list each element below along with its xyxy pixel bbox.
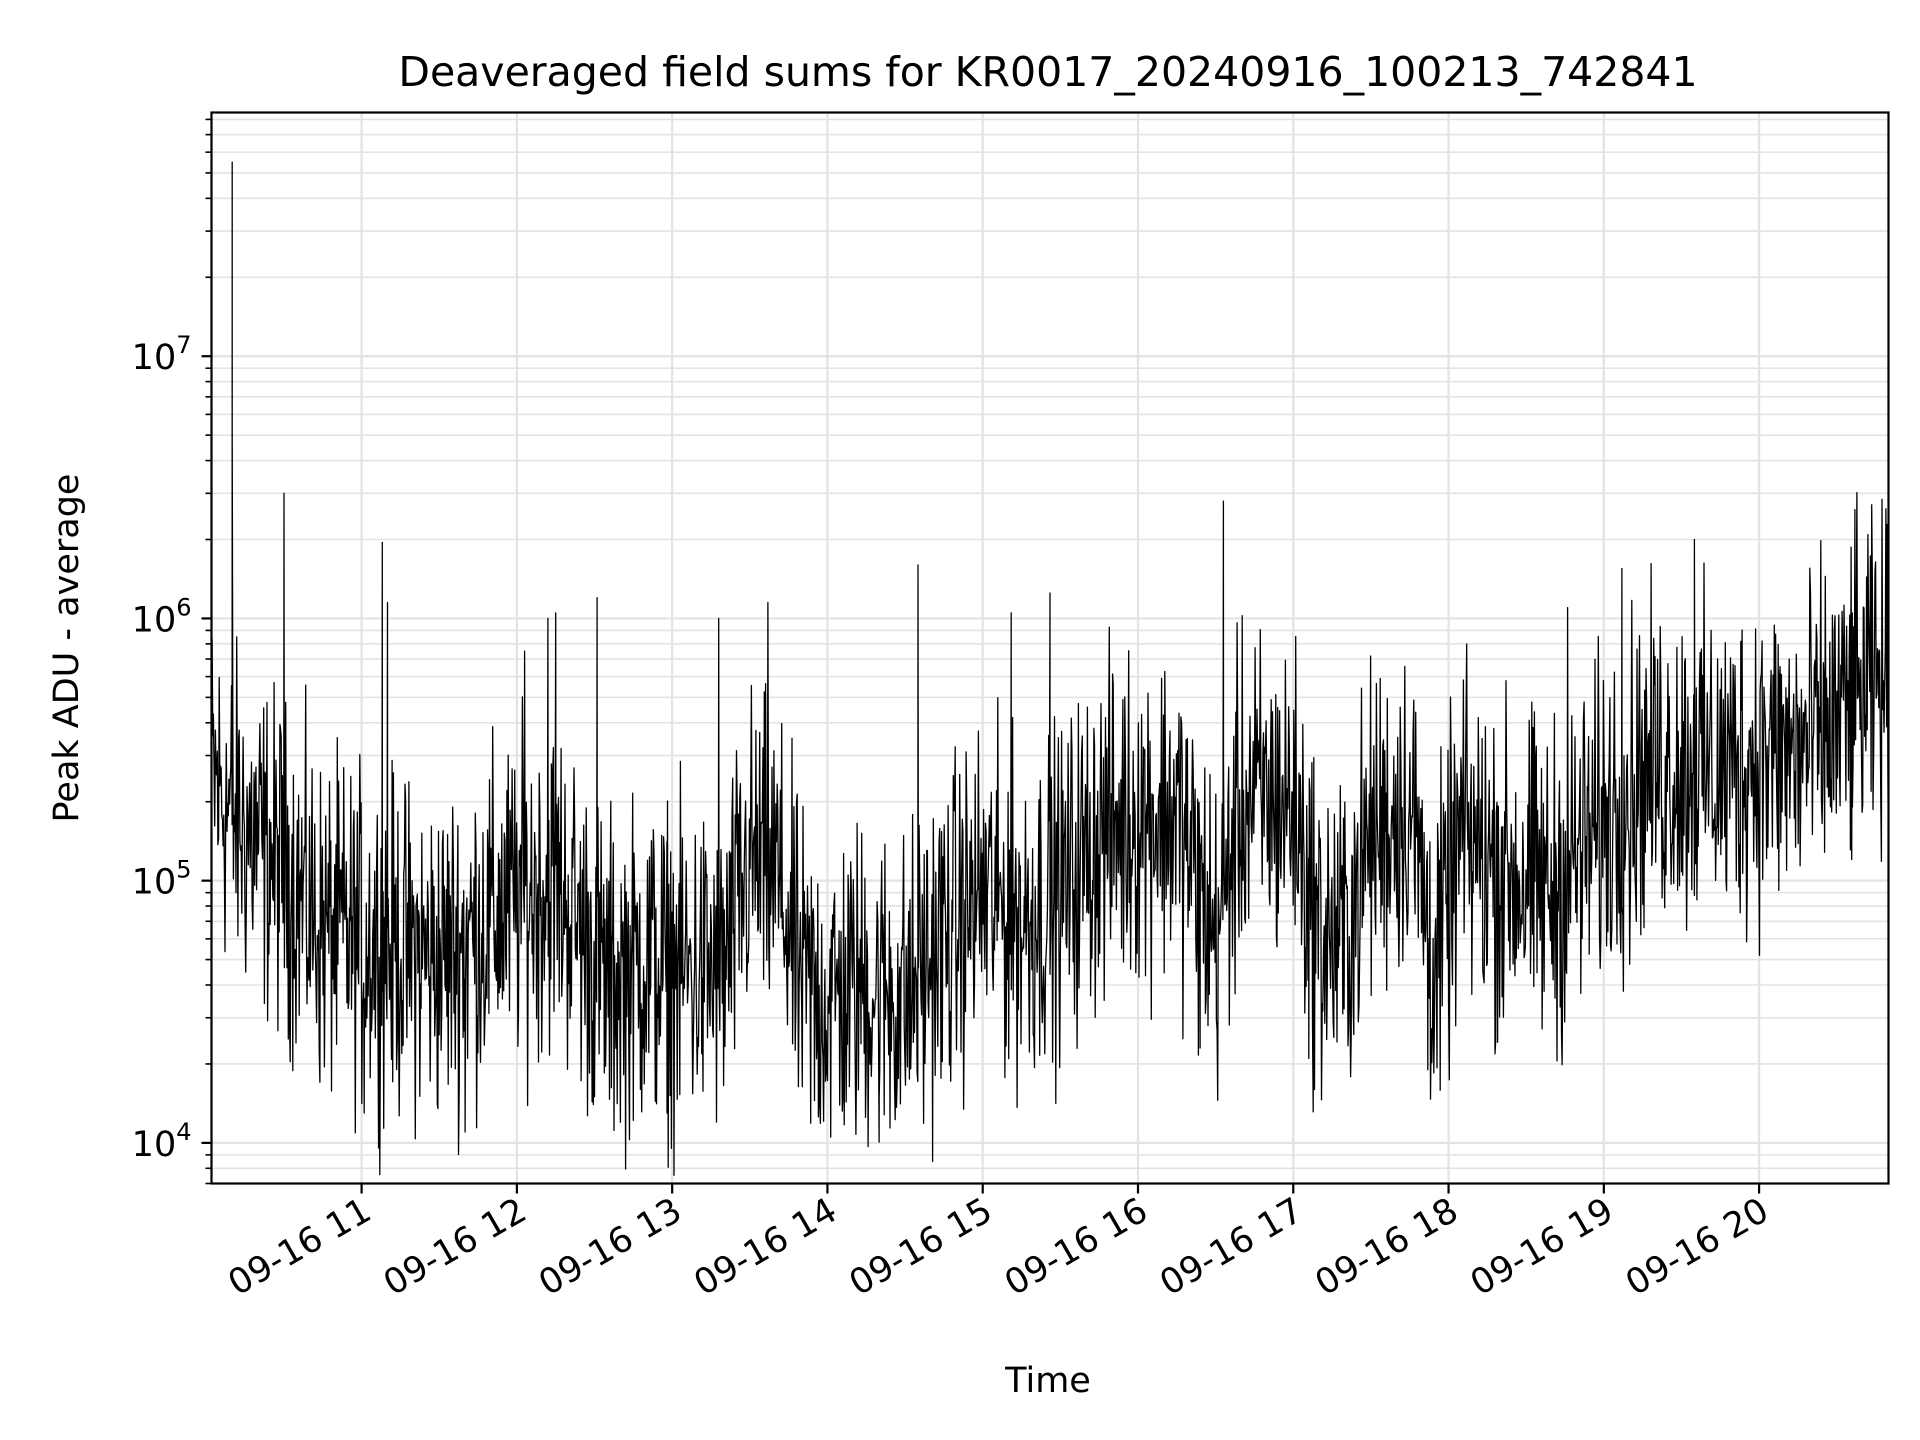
y-tick-label: 104 — [132, 1118, 192, 1165]
y-axis-ticks: 104 105 106 107 — [132, 118, 212, 1185]
x-axis-label: Time — [1004, 1361, 1091, 1401]
y-tick-label: 106 — [132, 593, 192, 640]
plot-frame — [210, 111, 1890, 1185]
chart-title: Deaveraged field sums for KR0017_2024091… — [398, 48, 1697, 96]
y-axis-label: Peak ADU - average — [47, 474, 87, 823]
x-tick-label: 09-16 11 — [222, 1191, 378, 1304]
x-tick-label: 09-16 13 — [532, 1191, 688, 1304]
series-layer — [210, 161, 1890, 1176]
x-tick-label: 09-16 15 — [843, 1191, 999, 1304]
x-tick-label: 09-16 17 — [1153, 1191, 1309, 1304]
x-tick-label: 09-16 19 — [1464, 1191, 1620, 1304]
series-line — [210, 161, 1890, 1176]
x-tick-label: 09-16 16 — [998, 1191, 1154, 1304]
y-tick-label: 105 — [132, 856, 192, 903]
y-tick-label: 107 — [132, 331, 192, 378]
x-tick-label: 09-16 14 — [688, 1191, 844, 1304]
x-tick-label: 09-16 20 — [1619, 1191, 1775, 1304]
x-tick-label: 09-16 18 — [1309, 1191, 1465, 1304]
x-tick-label: 09-16 12 — [377, 1191, 533, 1304]
